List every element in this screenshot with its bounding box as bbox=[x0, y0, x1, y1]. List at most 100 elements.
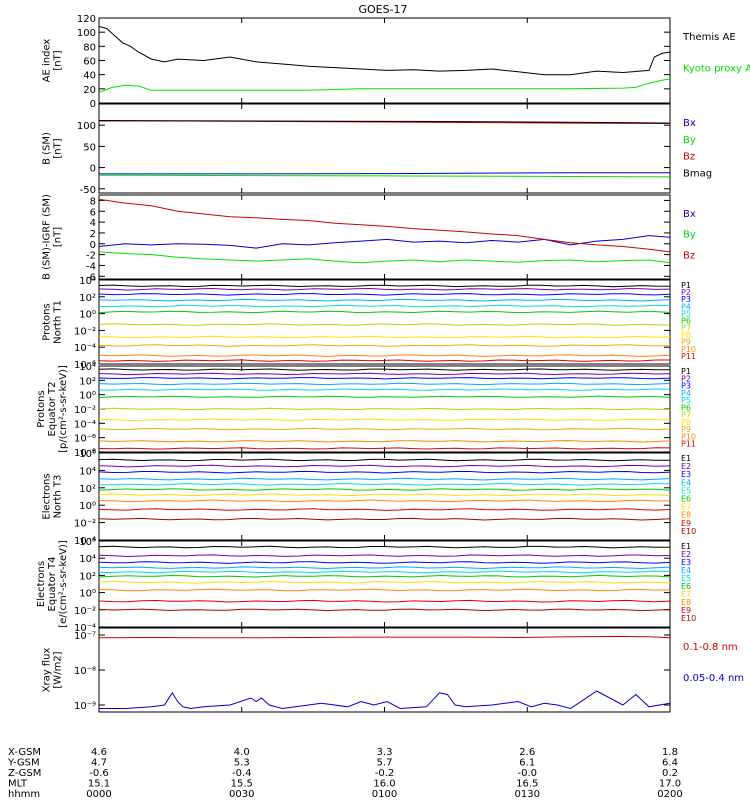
y-tick-label: 10⁶ bbox=[79, 449, 96, 460]
y-tick-label: 8 bbox=[90, 196, 96, 207]
footer-value: 15.1 bbox=[88, 779, 110, 790]
y-axis-label: [nT] bbox=[53, 138, 64, 158]
channel-line-p6 bbox=[98, 395, 671, 398]
footer-value: 2.6 bbox=[519, 747, 535, 758]
legend-label: P6 bbox=[681, 316, 691, 325]
channel-line-p5 bbox=[99, 304, 671, 308]
footer-value: 0130 bbox=[515, 789, 540, 800]
y-tick-label: 10⁻² bbox=[74, 326, 96, 337]
y-tick-label: 10⁰ bbox=[79, 310, 96, 321]
y-tick-label: 60 bbox=[83, 57, 96, 68]
legend-label: Bz bbox=[683, 152, 695, 163]
y-tick-label: 10⁻⁴ bbox=[74, 536, 96, 547]
y-axis-label: Equator T4 bbox=[47, 557, 58, 612]
channel-line-p7 bbox=[98, 323, 671, 326]
legend-label: P7 bbox=[681, 324, 691, 333]
footer-value: -0.0 bbox=[517, 768, 537, 779]
channel-line-p1 bbox=[98, 368, 670, 371]
legend-label: P3 bbox=[681, 295, 691, 304]
footer-value: 5.3 bbox=[234, 758, 250, 769]
y-axis-label: [nT] bbox=[53, 50, 64, 70]
legend-label: E1 bbox=[681, 542, 691, 551]
legend-label: P3 bbox=[681, 382, 691, 391]
footer-value: 0200 bbox=[657, 789, 682, 800]
channel-line-e6 bbox=[98, 488, 671, 491]
y-axis-label: [nT] bbox=[53, 227, 64, 247]
y-axis-label: Protons bbox=[42, 303, 53, 340]
legend-label: P7 bbox=[681, 411, 691, 420]
footer-value: 1.8 bbox=[662, 747, 678, 758]
footer-value: 15.5 bbox=[231, 779, 253, 790]
channel-line-p10 bbox=[98, 440, 671, 443]
legend-label: P11 bbox=[681, 352, 696, 361]
y-tick-label: 10² bbox=[79, 293, 96, 304]
legend-label: E2 bbox=[681, 462, 691, 471]
y-axis-label: AE index bbox=[42, 39, 53, 83]
y-tick-label: 4 bbox=[90, 218, 96, 229]
y-tick-label: 10⁻⁴ bbox=[74, 343, 96, 354]
legend-label: E10 bbox=[681, 527, 696, 536]
y-tick-label: 120 bbox=[77, 14, 96, 25]
y-tick-label: 80 bbox=[83, 42, 96, 53]
y-axis-label: [p/(cm²-s-sr-keV)] bbox=[58, 365, 69, 453]
channel-line-p8 bbox=[98, 335, 671, 339]
y-tick-label: 10⁻² bbox=[74, 405, 96, 416]
legend-label: P1 bbox=[681, 367, 691, 376]
legend-label: E3 bbox=[681, 558, 691, 567]
y-tick-label: 10⁻⁷ bbox=[74, 631, 96, 642]
panel-frame bbox=[98, 194, 671, 280]
y-tick-label: 100 bbox=[77, 28, 96, 39]
y-axis-label: [W/m2] bbox=[53, 651, 64, 688]
channel-line-e5 bbox=[99, 482, 671, 486]
channel-line-e2 bbox=[98, 464, 671, 468]
y-axis-label: North T1 bbox=[53, 300, 64, 344]
y-tick-label: 10⁴ bbox=[79, 276, 96, 287]
legend-label: P11 bbox=[681, 440, 696, 449]
y-tick-label: 10⁰ bbox=[79, 501, 96, 512]
legend-label: E8 bbox=[681, 598, 691, 607]
panel-pe: 10⁴ 10² 10⁰ 10⁻² 10⁻⁴ 10⁻⁶ 10⁻⁸ Protons Equator … bbox=[36, 362, 696, 459]
legend-label: E5 bbox=[681, 486, 691, 495]
y-tick-label: 50 bbox=[83, 142, 96, 153]
legend-label: E9 bbox=[681, 606, 691, 615]
footer-value: 5.7 bbox=[377, 758, 393, 769]
footer-value: 16.0 bbox=[373, 779, 395, 790]
channel-line-p4 bbox=[98, 382, 671, 386]
y-tick-label: 20 bbox=[83, 85, 96, 96]
y-tick-label: 2 bbox=[90, 229, 96, 240]
channel-line-e4 bbox=[98, 477, 671, 481]
footer-value: 4.6 bbox=[91, 747, 107, 758]
channel-line-e3 bbox=[98, 470, 671, 474]
y-tick-label: 10⁴ bbox=[79, 554, 96, 565]
y-axis-label: North T3 bbox=[53, 475, 64, 519]
footer-value: 0100 bbox=[372, 789, 397, 800]
footer-value: 4.0 bbox=[234, 747, 250, 758]
footer-value: -0.6 bbox=[89, 768, 109, 779]
legend-label: E5 bbox=[681, 574, 691, 583]
series-line-by bbox=[98, 174, 671, 178]
series-line-themis-ae bbox=[98, 26, 671, 76]
footer-value: 17.0 bbox=[659, 779, 681, 790]
y-axis-label: B (SM) bbox=[42, 132, 53, 165]
y-tick-label: 0 bbox=[90, 164, 96, 175]
y-tick-label: 10⁴ bbox=[79, 362, 96, 373]
panel-xray: 10⁻⁷ 10⁻⁸ 10⁻⁹ Xray flux [W/m2] 0.1-0.8 nm 0.0… bbox=[42, 627, 744, 713]
y-axis-label: Electrons bbox=[36, 561, 47, 607]
legend-label: P10 bbox=[681, 432, 696, 441]
channel-line-p6 bbox=[98, 310, 671, 314]
legend-label: Bmag bbox=[683, 168, 712, 179]
footer-row-label: Z-GSM bbox=[8, 768, 41, 779]
channel-line-e5 bbox=[98, 570, 671, 574]
y-tick-label: 10² bbox=[79, 484, 96, 495]
footer-value: -0.4 bbox=[232, 768, 252, 779]
y-tick-label: 10⁻⁶ bbox=[74, 434, 96, 445]
y-tick-label: 10⁻⁸ bbox=[74, 448, 96, 459]
footer-row-label: MLT bbox=[8, 779, 28, 790]
series-line-bmag bbox=[98, 120, 671, 124]
legend-label: By bbox=[683, 230, 696, 241]
channel-line-e2 bbox=[98, 554, 671, 558]
y-tick-label: 0 bbox=[90, 240, 96, 251]
channel-line-e1 bbox=[98, 458, 671, 462]
